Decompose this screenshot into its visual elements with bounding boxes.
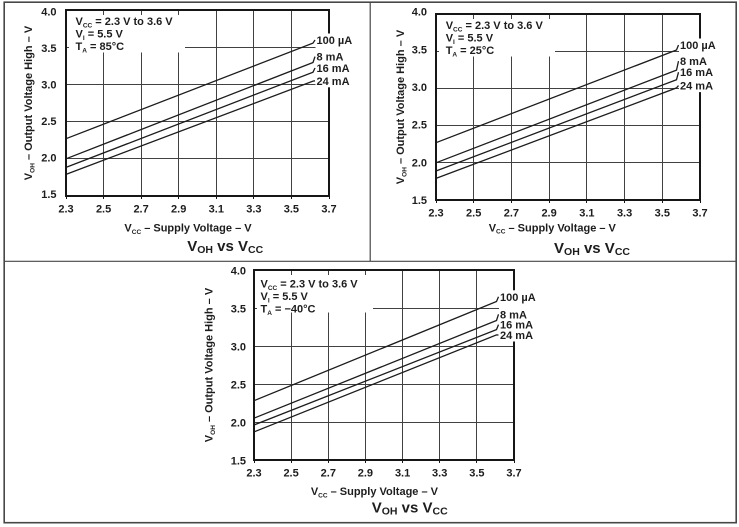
- svg-text:VOH​ – Output Voltage High – V: VOH​ – Output Voltage High – V: [23, 25, 36, 180]
- svg-text:3.5: 3.5: [231, 304, 246, 316]
- svg-text:VOH​ vs VCC​: VOH​ vs VCC​: [554, 240, 630, 258]
- svg-text:16 mA: 16 mA: [500, 320, 533, 332]
- svg-text:VCC​ = 2.3 V to 3.6 V: VCC​ = 2.3 V to 3.6 V: [446, 20, 544, 33]
- svg-text:VOH​ – Output Voltage High – V: VOH​ – Output Voltage High – V: [395, 29, 408, 184]
- svg-text:3.7: 3.7: [692, 208, 707, 220]
- svg-text:VCC​ – Supply Voltage – V: VCC​ – Supply Voltage – V: [311, 486, 439, 499]
- svg-text:1.5: 1.5: [412, 195, 427, 207]
- svg-text:24 mA: 24 mA: [680, 81, 713, 93]
- svg-text:2.3: 2.3: [58, 204, 73, 216]
- svg-text:TA​ = −40°C: TA​ = −40°C: [261, 304, 316, 317]
- svg-text:3.3: 3.3: [432, 468, 447, 480]
- svg-text:VOH​ – Output Voltage High – V: VOH​ – Output Voltage High – V: [204, 287, 217, 442]
- svg-text:3.5: 3.5: [284, 204, 299, 216]
- svg-text:8 mA: 8 mA: [317, 52, 344, 64]
- svg-text:3.5: 3.5: [412, 44, 427, 56]
- svg-text:3.3: 3.3: [617, 208, 632, 220]
- svg-text:VCC​ = 2.3 V to 3.6 V: VCC​ = 2.3 V to 3.6 V: [261, 279, 359, 292]
- svg-text:2.9: 2.9: [358, 468, 373, 480]
- svg-text:2.5: 2.5: [283, 468, 298, 480]
- svg-text:100 µA: 100 µA: [317, 35, 353, 47]
- svg-text:3.5: 3.5: [655, 208, 670, 220]
- svg-text:16 mA: 16 mA: [317, 63, 350, 75]
- svg-text:TA​ = 85°C: TA​ = 85°C: [76, 41, 125, 54]
- svg-text:VI​ = 5.5 V: VI​ = 5.5 V: [446, 33, 494, 46]
- svg-text:4.0: 4.0: [41, 6, 56, 18]
- svg-text:2.7: 2.7: [133, 204, 148, 216]
- svg-text:2.3: 2.3: [246, 468, 261, 480]
- svg-text:2.0: 2.0: [231, 418, 246, 430]
- svg-text:3.0: 3.0: [41, 80, 56, 92]
- svg-text:2.5: 2.5: [96, 204, 111, 216]
- svg-text:VI​ = 5.5 V: VI​ = 5.5 V: [261, 291, 309, 304]
- svg-text:3.0: 3.0: [412, 82, 427, 94]
- svg-text:VI​ = 5.5 V: VI​ = 5.5 V: [76, 29, 124, 42]
- svg-text:3.5: 3.5: [469, 468, 484, 480]
- svg-text:4.0: 4.0: [231, 266, 246, 278]
- svg-text:2.7: 2.7: [504, 208, 519, 220]
- svg-text:VOH​ vs VCC​: VOH​ vs VCC​: [372, 499, 448, 517]
- svg-text:3.7: 3.7: [321, 204, 336, 216]
- svg-text:1.5: 1.5: [231, 456, 246, 468]
- svg-text:2.9: 2.9: [171, 204, 186, 216]
- svg-text:4.0: 4.0: [412, 7, 427, 19]
- svg-text:3.3: 3.3: [246, 204, 261, 216]
- svg-text:100 µA: 100 µA: [680, 40, 716, 52]
- svg-text:VCC​ – Supply Voltage – V: VCC​ – Supply Voltage – V: [489, 222, 617, 235]
- svg-text:3.1: 3.1: [579, 208, 594, 220]
- svg-text:8 mA: 8 mA: [500, 309, 527, 321]
- svg-text:3.1: 3.1: [209, 204, 224, 216]
- svg-text:3.1: 3.1: [395, 468, 410, 480]
- svg-text:8 mA: 8 mA: [680, 56, 707, 68]
- svg-text:2.0: 2.0: [41, 153, 56, 165]
- svg-text:2.5: 2.5: [41, 116, 56, 128]
- svg-text:2.7: 2.7: [321, 468, 336, 480]
- svg-text:2.5: 2.5: [231, 380, 246, 392]
- svg-text:2.5: 2.5: [466, 208, 481, 220]
- svg-text:24 mA: 24 mA: [500, 330, 533, 342]
- svg-text:100 µA: 100 µA: [500, 292, 536, 304]
- svg-text:TA​ = 25°C: TA​ = 25°C: [446, 45, 495, 58]
- svg-text:2.3: 2.3: [428, 208, 443, 220]
- svg-text:VOH​ vs VCC​: VOH​ vs VCC​: [187, 238, 263, 256]
- svg-text:VCC​ – Supply Voltage – V: VCC​ – Supply Voltage – V: [124, 223, 252, 236]
- svg-text:3.5: 3.5: [41, 43, 56, 55]
- svg-text:1.5: 1.5: [41, 189, 56, 201]
- svg-text:24 mA: 24 mA: [317, 76, 350, 88]
- svg-text:16 mA: 16 mA: [680, 67, 713, 79]
- svg-text:VCC​ = 2.3 V to 3.6 V: VCC​ = 2.3 V to 3.6 V: [76, 16, 174, 29]
- svg-text:2.9: 2.9: [541, 208, 556, 220]
- svg-text:2.0: 2.0: [412, 157, 427, 169]
- svg-text:3.0: 3.0: [231, 342, 246, 354]
- svg-text:2.5: 2.5: [412, 120, 427, 132]
- svg-text:3.7: 3.7: [506, 468, 521, 480]
